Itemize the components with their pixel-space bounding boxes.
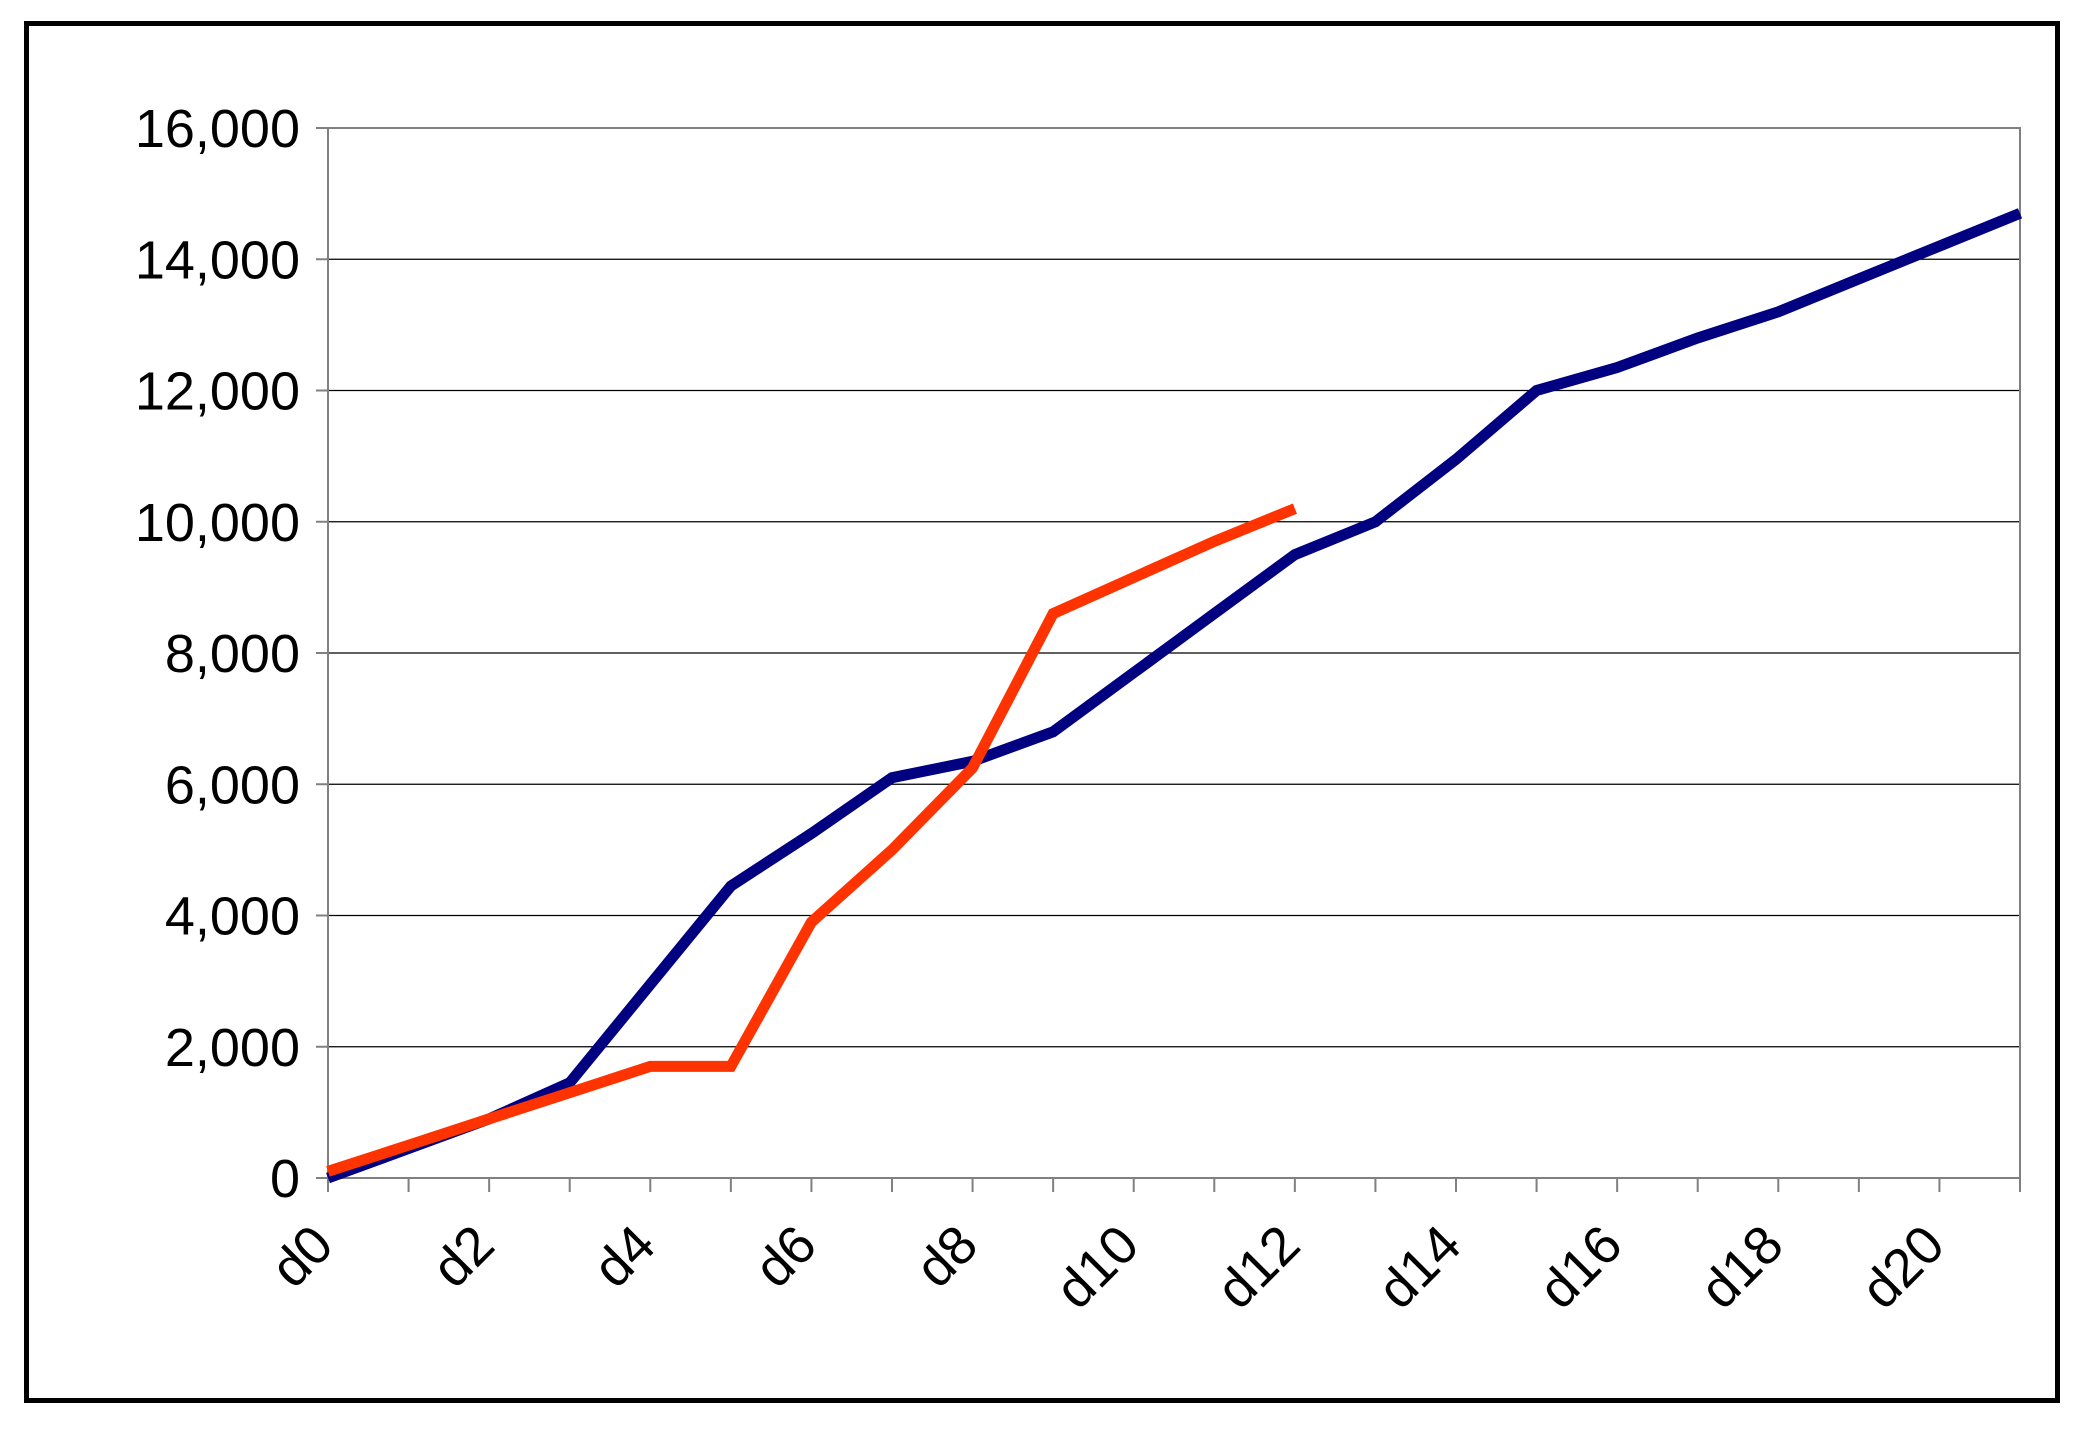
axes bbox=[316, 127, 2021, 1192]
y-tick-label: 8,000 bbox=[165, 624, 300, 684]
y-tick-label: 0 bbox=[270, 1149, 300, 1209]
x-tick-label: d18 bbox=[1689, 1214, 1795, 1320]
y-tick-label: 10,000 bbox=[135, 493, 300, 553]
x-tick-label: d16 bbox=[1527, 1214, 1633, 1320]
y-axis-ticks: 0 2,000 4,000 6,000 8,000 10,000 12,000 14,000 1… bbox=[135, 99, 300, 1209]
x-tick-label: d12 bbox=[1205, 1214, 1311, 1320]
y-tick-label: 16,000 bbox=[135, 99, 300, 159]
y-tick-label: 6,000 bbox=[165, 755, 300, 815]
y-tick-label: 12,000 bbox=[135, 362, 300, 422]
plot-area-border bbox=[327, 127, 2021, 1179]
y-tick-label: 4,000 bbox=[165, 887, 300, 947]
chart-frame bbox=[24, 21, 2060, 1403]
x-tick-label: d0 bbox=[260, 1214, 345, 1299]
gridlines bbox=[328, 127, 2020, 1048]
y-tick-label: 2,000 bbox=[165, 1018, 300, 1078]
x-tick-label: d8 bbox=[904, 1214, 989, 1299]
x-tick-label: d4 bbox=[582, 1214, 667, 1299]
x-axis-ticks: d0 d2 d4 d6 d8 d10 d12 d14 d16 d18 d20 bbox=[260, 1214, 1956, 1320]
x-tick-label: d2 bbox=[421, 1214, 506, 1299]
y-tick-label: 14,000 bbox=[135, 230, 300, 290]
x-tick-label: d14 bbox=[1366, 1214, 1472, 1320]
x-tick-label: d20 bbox=[1850, 1214, 1956, 1320]
x-tick-label: d6 bbox=[743, 1214, 828, 1299]
x-tick-label: d10 bbox=[1044, 1214, 1150, 1320]
series-layer bbox=[326, 208, 2023, 1184]
series-line-navy bbox=[326, 208, 2023, 1184]
series-line-red bbox=[326, 503, 1297, 1177]
